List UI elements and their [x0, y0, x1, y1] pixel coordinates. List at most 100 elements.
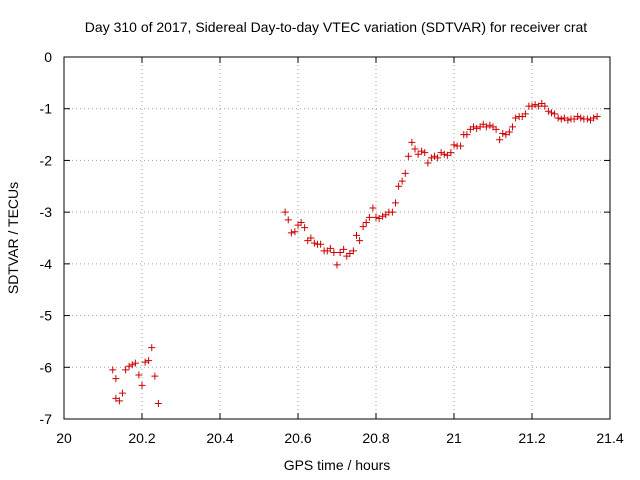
data-point: [281, 208, 289, 216]
x-tick-label: 20.4: [206, 430, 233, 446]
data-point: [548, 109, 555, 117]
data-point: [421, 149, 429, 157]
data-point: [365, 213, 373, 221]
y-tick-labels: 0 -1 -2 -3 -4 -5 -6 -7: [40, 49, 53, 427]
data-point: [437, 149, 445, 157]
data-point: [593, 112, 601, 120]
data-point: [457, 142, 465, 150]
y-tick-label: -1: [40, 101, 53, 117]
data-point: [349, 247, 357, 255]
data-point: [287, 229, 295, 237]
data-point: [291, 228, 299, 236]
data-point: [544, 107, 552, 115]
data-point: [470, 123, 477, 131]
data-point: [590, 114, 598, 122]
data-point: [131, 359, 139, 367]
data-point: [122, 366, 130, 374]
x-tick-label: 21.4: [596, 430, 623, 446]
data-point: [554, 114, 562, 122]
data-point: [375, 214, 383, 222]
data-point: [310, 239, 318, 247]
data-point: [496, 136, 504, 144]
data-point: [486, 121, 494, 129]
chart-title: Day 310 of 2017, Sidereal Day-to-day VTE…: [85, 19, 587, 35]
data-point: [528, 102, 536, 110]
data-point: [317, 240, 325, 248]
data-point: [151, 372, 159, 380]
plot-frame: [63, 56, 611, 420]
data-point: [392, 199, 399, 207]
x-tick-label: 20: [56, 430, 72, 446]
data-point: [284, 216, 292, 224]
x-tick-label: 21: [446, 430, 462, 446]
data-point: [574, 112, 582, 120]
data-point: [353, 231, 360, 239]
data-point: [115, 397, 123, 405]
data-point: [463, 131, 471, 139]
data-point: [141, 358, 149, 366]
data-point: [398, 177, 406, 185]
data-point: [408, 138, 416, 146]
x-tick-label: 20.2: [128, 430, 155, 446]
data-point: [450, 141, 458, 149]
data-point: [583, 115, 591, 123]
data-point: [427, 154, 435, 162]
data-point: [395, 182, 403, 190]
data-point: [128, 361, 136, 369]
data-point: [443, 151, 451, 159]
data-point: [369, 204, 377, 212]
data-point: [301, 224, 309, 232]
data-point: [447, 149, 455, 157]
data-point: [521, 110, 529, 118]
data-point: [431, 152, 438, 160]
data-point: [482, 123, 490, 131]
data-point: [333, 261, 341, 269]
data-point: [557, 115, 565, 123]
data-point: [492, 125, 500, 133]
data-point: [336, 248, 344, 256]
grid: [64, 57, 610, 419]
data-point: [512, 114, 520, 122]
data-point: [388, 208, 396, 216]
data-point: [502, 131, 510, 139]
data-point: [109, 366, 117, 374]
data-points: [109, 100, 601, 407]
data-point: [346, 250, 354, 258]
data-point: [564, 116, 572, 124]
data-point: [499, 130, 507, 138]
data-point: [154, 399, 162, 407]
data-point: [505, 128, 513, 136]
data-point: [307, 234, 315, 242]
x-tick-label: 20.6: [284, 430, 311, 446]
y-axis-label: SDTVAR / TECUs: [5, 182, 21, 294]
data-point: [418, 147, 426, 155]
y-tick-label: -7: [40, 411, 53, 427]
data-point: [570, 115, 578, 123]
data-point: [473, 124, 481, 132]
tick-marks: [63, 56, 611, 420]
data-point: [404, 152, 412, 160]
data-point: [138, 381, 146, 389]
data-point: [379, 212, 387, 220]
data-point: [112, 394, 120, 402]
data-point: [340, 245, 348, 253]
data-point: [359, 223, 367, 231]
y-tick-label: -2: [40, 152, 53, 168]
data-point: [119, 389, 126, 397]
data-point: [135, 371, 143, 379]
data-point: [372, 213, 380, 221]
data-point: [356, 237, 364, 245]
data-point: [401, 169, 409, 177]
y-tick-label: 0: [44, 49, 52, 65]
data-point: [125, 362, 133, 370]
y-tick-label: -5: [40, 308, 53, 324]
data-point: [362, 218, 370, 226]
data-point: [541, 102, 549, 110]
x-tick-labels: 20 20.2 20.4 20.6 20.8 21 21.2 21.4: [56, 430, 624, 446]
data-point: [414, 150, 422, 158]
y-tick-label: -4: [40, 256, 53, 272]
data-point: [531, 101, 539, 109]
data-point: [509, 123, 516, 131]
data-point: [326, 244, 334, 252]
